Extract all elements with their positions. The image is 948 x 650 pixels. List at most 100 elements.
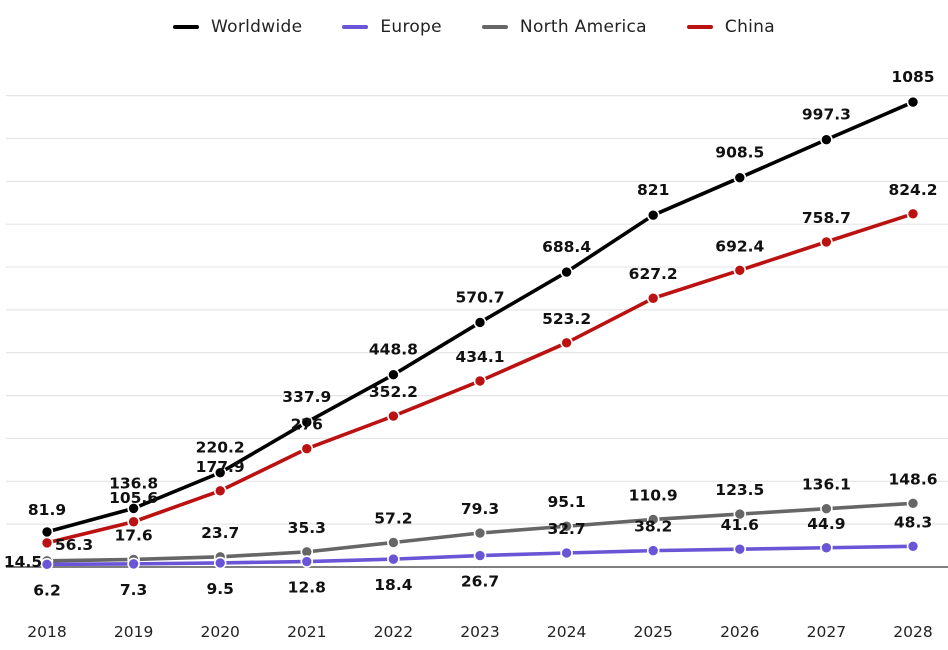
data-label-europe: 12.8 — [288, 579, 326, 597]
data-label-china: 105.6 — [109, 489, 158, 507]
x-tick-label: 2027 — [807, 623, 846, 641]
data-label-worldwide: 908.5 — [715, 144, 764, 162]
series-lines — [40, 95, 920, 571]
x-tick-label: 2024 — [547, 623, 586, 641]
data-point-europe[interactable] — [387, 552, 400, 566]
data-label-china: 523.2 — [542, 310, 591, 328]
data-label-north-america: 17.6 — [114, 526, 152, 544]
legend-swatch-north-america — [481, 25, 508, 29]
data-label-worldwide: 81.9 — [28, 501, 66, 519]
data-point-worldwide[interactable] — [560, 265, 573, 279]
data-label-worldwide: 821 — [637, 181, 669, 199]
legend-label-worldwide: Worldwide — [211, 17, 303, 37]
legend-item-europe[interactable]: Europe — [342, 17, 442, 37]
data-point-china[interactable] — [127, 515, 140, 529]
data-label-china: 824.2 — [888, 181, 937, 199]
data-point-worldwide[interactable] — [387, 368, 400, 381]
data-point-worldwide[interactable] — [300, 415, 314, 429]
data-point-china[interactable] — [213, 484, 227, 498]
data-label-china: 692.4 — [715, 237, 764, 255]
data-label-europe: 26.7 — [461, 573, 499, 591]
legend-item-north-america[interactable]: North America — [481, 17, 647, 37]
data-point-china[interactable] — [40, 536, 54, 550]
legend-item-china[interactable]: China — [686, 17, 775, 37]
data-label-north-america: 23.7 — [201, 524, 239, 542]
legend-swatch-worldwide — [173, 25, 200, 29]
series-worldwide — [40, 95, 920, 539]
data-label-worldwide: 997.3 — [802, 106, 851, 124]
data-point-china[interactable] — [820, 235, 833, 249]
data-label-north-america: 148.6 — [888, 470, 937, 488]
data-point-europe[interactable] — [646, 544, 660, 557]
x-tick-label: 2023 — [460, 623, 499, 641]
data-label-north-america: 57.2 — [374, 509, 412, 527]
data-point-europe[interactable] — [300, 555, 314, 568]
data-point-europe[interactable] — [820, 541, 833, 555]
data-point-europe[interactable] — [127, 557, 140, 571]
legend-item-worldwide[interactable]: Worldwide — [173, 17, 302, 37]
data-label-worldwide: 570.7 — [455, 288, 504, 306]
x-axis: 2018 2019 2020 2021 2022 2023 2024 2025 2026 2027… — [6, 566, 948, 641]
data-point-china[interactable] — [473, 374, 487, 388]
data-point-china[interactable] — [560, 336, 573, 350]
data-label-europe: 38.2 — [634, 518, 672, 536]
data-point-europe[interactable] — [213, 556, 227, 570]
data-label-north-america: 14.5 — [4, 553, 42, 571]
legend-label-europe: Europe — [380, 17, 442, 37]
x-tick-label: 2021 — [287, 623, 326, 641]
data-point-europe[interactable] — [733, 542, 747, 556]
data-label-china: 627.2 — [629, 265, 678, 283]
data-label-north-america: 123.5 — [715, 481, 764, 499]
data-point-north-america[interactable] — [733, 507, 747, 521]
data-point-north-america[interactable] — [646, 513, 660, 526]
data-point-china[interactable] — [387, 409, 400, 423]
data-label-north-america: 35.3 — [288, 519, 326, 537]
data-label-china: 758.7 — [802, 209, 851, 227]
x-tick-label: 2026 — [720, 623, 759, 641]
x-tick-label: 2025 — [633, 623, 672, 641]
data-label-china: 56.3 — [55, 536, 93, 554]
data-label-worldwide: 136.8 — [109, 474, 158, 492]
data-point-worldwide[interactable] — [820, 133, 833, 146]
data-label-europe: 44.9 — [807, 515, 845, 533]
data-label-worldwide: 337.9 — [282, 388, 331, 406]
data-point-north-america[interactable] — [387, 536, 400, 549]
data-point-worldwide[interactable] — [646, 208, 660, 222]
data-label-europe: 9.5 — [206, 580, 233, 598]
data-label-north-america: 95.1 — [547, 493, 585, 511]
data-label-worldwide: 688.4 — [542, 238, 591, 256]
data-point-worldwide[interactable] — [127, 502, 140, 515]
data-point-worldwide[interactable] — [473, 316, 487, 329]
data-point-worldwide[interactable] — [733, 171, 747, 185]
data-label-europe: 48.3 — [894, 513, 932, 531]
data-point-north-america[interactable] — [906, 497, 920, 510]
legend-label-china: China — [724, 17, 775, 37]
x-tick-label: 2019 — [114, 623, 153, 641]
gridlines — [6, 95, 948, 525]
data-point-china[interactable] — [733, 264, 747, 277]
data-point-worldwide[interactable] — [213, 466, 227, 479]
data-point-china[interactable] — [906, 207, 920, 221]
data-point-europe[interactable] — [906, 540, 920, 553]
data-point-worldwide[interactable] — [906, 95, 920, 109]
series-china — [40, 207, 920, 550]
data-point-north-america[interactable] — [473, 526, 487, 540]
legend-swatch-china — [686, 25, 713, 29]
series-europe — [40, 540, 920, 571]
legend-label-north-america: North America — [519, 17, 647, 37]
data-label-north-america: 110.9 — [629, 486, 678, 504]
data-point-europe[interactable] — [473, 549, 487, 562]
data-point-north-america[interactable] — [560, 519, 573, 533]
data-point-worldwide[interactable] — [40, 525, 54, 539]
data-label-europe: 41.6 — [721, 516, 759, 534]
data-label-europe: 7.3 — [120, 581, 147, 599]
legend: Worldwide Europe North America China — [0, 17, 948, 37]
data-label-north-america: 79.3 — [461, 500, 499, 518]
data-point-china[interactable] — [300, 442, 314, 456]
data-point-north-america[interactable] — [820, 502, 833, 515]
x-tick-label: 2018 — [27, 623, 66, 641]
data-point-europe[interactable] — [560, 546, 573, 560]
data-point-china[interactable] — [646, 291, 660, 305]
data-point-europe[interactable] — [40, 558, 54, 571]
